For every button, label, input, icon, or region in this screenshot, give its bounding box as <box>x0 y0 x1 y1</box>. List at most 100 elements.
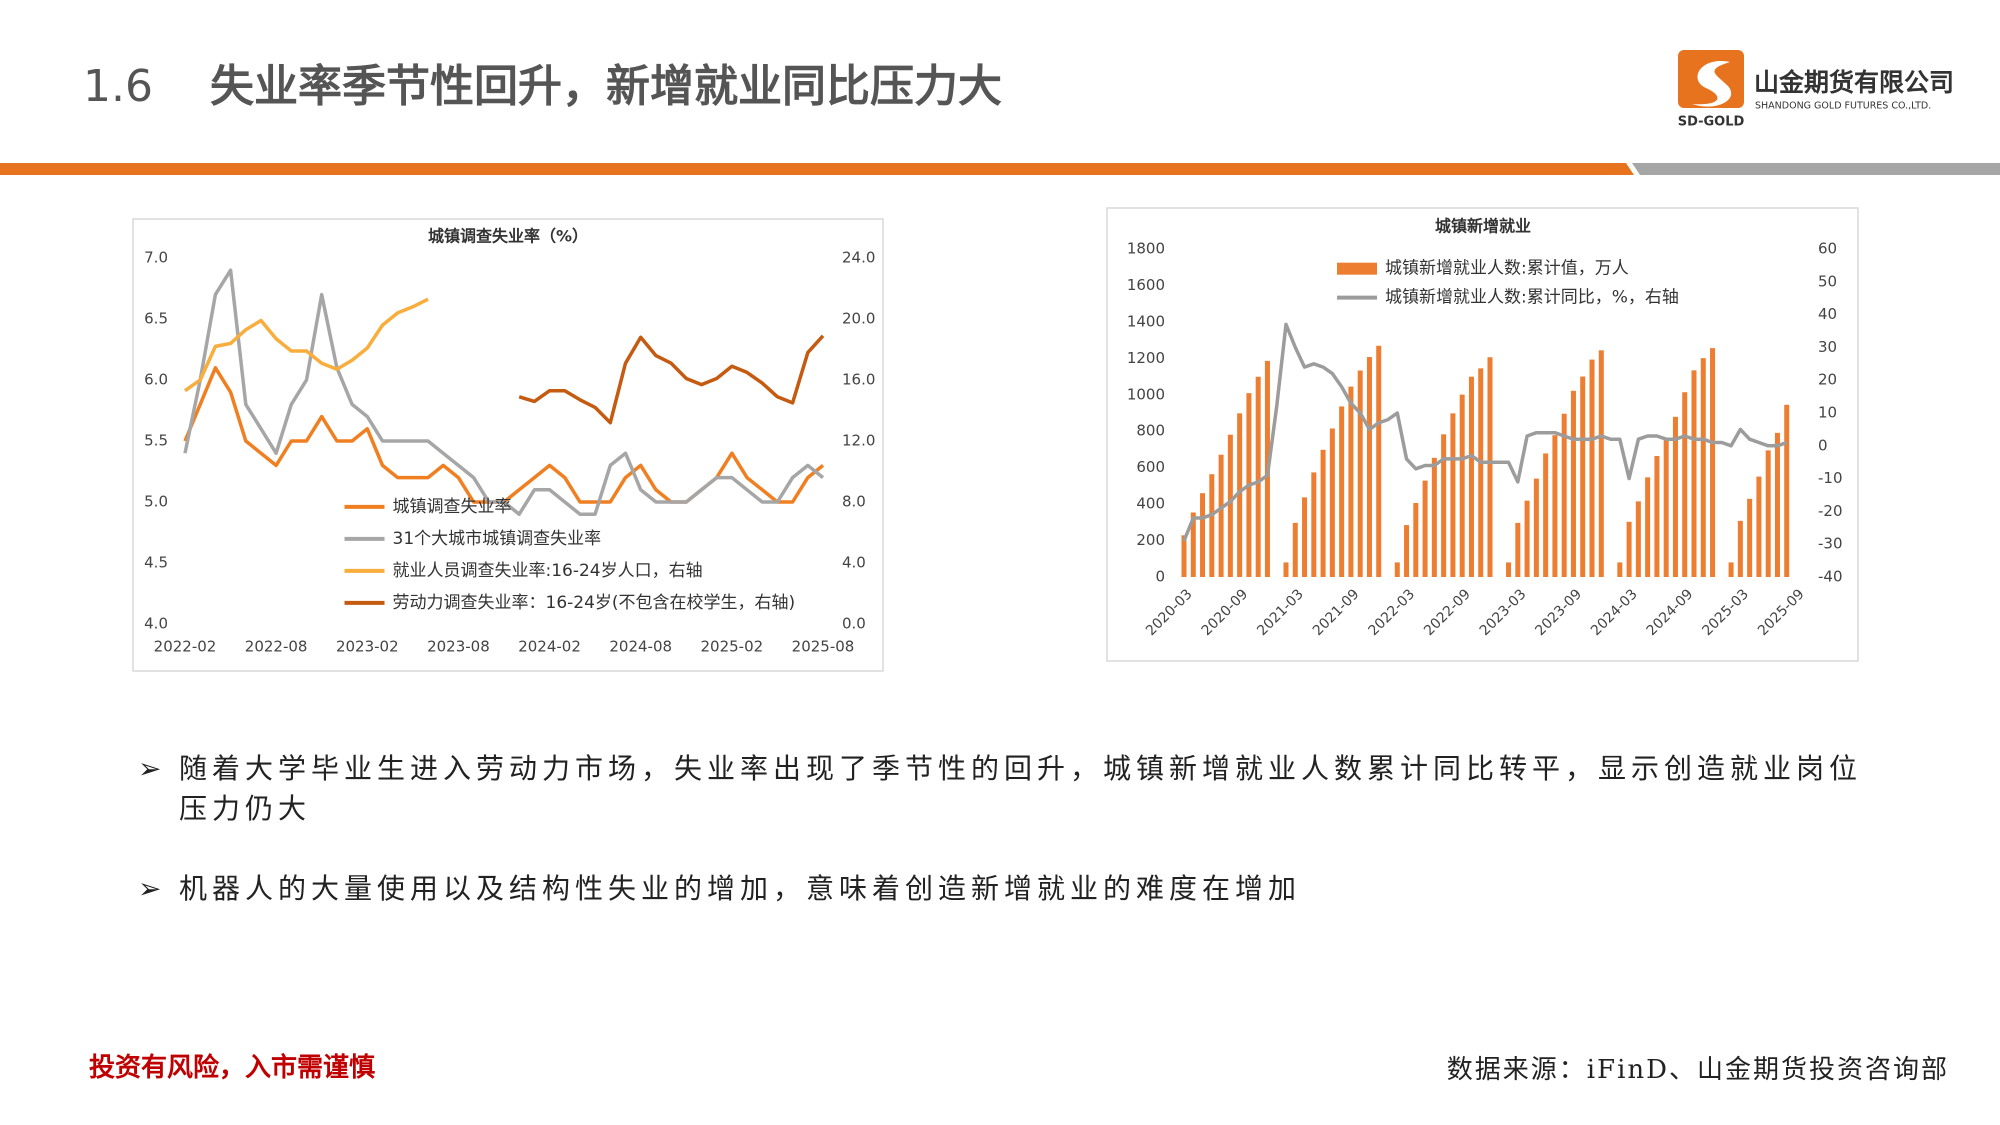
bullet: ➢ 随着大学毕业生进入劳动力市场，失业率出现了季节性的回升，城镇新增就业人数累计同… <box>138 749 1878 829</box>
bar <box>1339 406 1345 577</box>
bar <box>1533 478 1539 577</box>
y2-tick-label: 20.0 <box>842 310 875 328</box>
header-bar-gray <box>1632 163 2000 175</box>
chart-title: 城镇调查失业率（%） <box>428 227 588 246</box>
y2-tick-label: 4.0 <box>842 554 866 572</box>
bar <box>1441 434 1447 577</box>
line <box>1182 322 1788 542</box>
bullet-arrow: ➢ <box>138 752 162 785</box>
logo-english: SHANDONG GOLD FUTURES CO.,LTD. <box>1755 101 1931 112</box>
bar <box>1691 370 1697 577</box>
y-tick-label: 1000 <box>1127 385 1165 403</box>
bar <box>1450 413 1456 577</box>
bar <box>1190 512 1196 577</box>
y-tick-label: 600 <box>1136 458 1165 476</box>
bar <box>1181 535 1187 577</box>
bar <box>1617 562 1623 577</box>
y-tick-label: 1400 <box>1127 312 1165 330</box>
legend-label: 31个大城市城镇调查失业率 <box>393 529 602 549</box>
y2-tick-label: -10 <box>1818 469 1843 487</box>
bar <box>1570 390 1576 577</box>
legend-label: 就业人员调查失业率:16-24岁人口，右轴 <box>393 561 703 581</box>
y2-tick-label: 16.0 <box>842 371 875 389</box>
bar <box>1747 498 1753 577</box>
bar <box>1645 477 1651 577</box>
bar <box>1626 521 1632 577</box>
chart-title: 城镇新增就业 <box>1435 217 1531 236</box>
legend-label: 劳动力调查失业率：16-24岁(不包含在校学生，右轴) <box>393 593 796 613</box>
bar <box>1404 525 1410 577</box>
bar <box>1366 357 1372 577</box>
x-tick-label: 2022-08 <box>245 638 308 656</box>
slide-title: 失业率季节性回升，新增就业同比压力大 <box>210 61 1002 112</box>
logo-name: 山金期货有限公司 <box>1754 68 1954 97</box>
y2-tick-label: 60 <box>1818 240 1837 258</box>
line <box>518 334 825 425</box>
logo: SD-GOLD 山金期货有限公司 SHANDONG GOLD FUTURES C… <box>1678 50 1954 130</box>
y2-tick-label: 50 <box>1818 272 1837 290</box>
bullet-text: 机器人的大量使用以及结构性失业的增加，意味着创造新增就业的难度在增加 <box>179 872 1302 905</box>
x-tick-label: 2024-08 <box>609 638 672 656</box>
bar <box>1283 562 1289 577</box>
x-tick-label: 2023-08 <box>427 638 490 656</box>
y-tick-label: 6.5 <box>144 310 168 328</box>
bar <box>1506 562 1512 577</box>
bar <box>1737 520 1743 577</box>
y2-tick-label: 40 <box>1818 305 1837 323</box>
bar <box>1663 437 1669 577</box>
data-source: 数据来源：iFinD、山金期货投资咨询部 <box>1446 1055 1949 1085</box>
bar <box>1227 434 1233 577</box>
bullet-arrow: ➢ <box>138 872 162 905</box>
bar <box>1598 350 1604 577</box>
line <box>183 297 429 393</box>
bar <box>1431 457 1437 577</box>
bar <box>1478 368 1484 577</box>
bar <box>1348 386 1354 577</box>
y2-tick-label: -20 <box>1818 502 1843 520</box>
bullet: ➢ 机器人的大量使用以及结构性失业的增加，意味着创造新增就业的难度在增加 <box>138 869 1878 909</box>
bar <box>1329 428 1335 577</box>
bar <box>1784 404 1790 577</box>
bar <box>1459 394 1465 577</box>
bar <box>1756 476 1762 577</box>
x-tick-label: 2025-08 <box>792 638 855 656</box>
bar <box>1311 472 1317 577</box>
bar <box>1376 345 1382 577</box>
legend-swatch <box>1337 262 1377 275</box>
bar <box>1654 456 1660 577</box>
y2-tick-label: 0.0 <box>842 615 866 633</box>
y2-tick-label: 30 <box>1818 338 1837 356</box>
x-tick-label: 2025-02 <box>701 638 764 656</box>
y-tick-label: 6.0 <box>144 371 168 389</box>
bar <box>1543 453 1549 577</box>
bar <box>1487 357 1493 577</box>
header-bar <box>0 163 1634 175</box>
bar <box>1422 480 1428 577</box>
y2-tick-label: -30 <box>1818 535 1843 553</box>
y-tick-label: 4.0 <box>144 615 168 633</box>
bar <box>1209 474 1215 577</box>
y-tick-label: 4.5 <box>144 554 168 572</box>
bar <box>1200 493 1206 577</box>
y2-tick-label: 8.0 <box>842 493 866 511</box>
bar <box>1237 413 1243 577</box>
x-tick-label: 2022-02 <box>154 638 217 656</box>
y-tick-label: 800 <box>1136 422 1165 440</box>
bar <box>1394 562 1400 577</box>
y2-tick-label: -40 <box>1818 568 1843 586</box>
y-tick-label: 1200 <box>1127 349 1165 367</box>
bar <box>1320 449 1326 577</box>
bar <box>1468 376 1474 577</box>
bar <box>1552 435 1558 577</box>
y-tick-label: 1600 <box>1127 276 1165 294</box>
y-tick-label: 1800 <box>1127 240 1165 258</box>
bullet-text: 随着大学毕业生进入劳动力市场，失业率出现了季节性的回升，城镇新增就业人数累计同比… <box>179 752 1863 825</box>
y2-tick-label: 12.0 <box>842 432 875 450</box>
bar <box>1682 392 1688 577</box>
bar <box>1700 358 1706 577</box>
bar <box>1672 416 1678 577</box>
bar <box>1413 503 1419 577</box>
bar <box>1589 359 1595 577</box>
